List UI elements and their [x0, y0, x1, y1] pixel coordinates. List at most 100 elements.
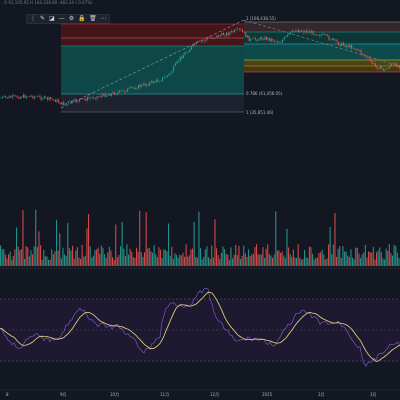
- volume-bar: [27, 247, 29, 266]
- fill-icon[interactable]: ◪: [49, 15, 55, 22]
- volume-bar: [307, 258, 309, 266]
- candle-body: [363, 54, 365, 56]
- candle-body: [45, 96, 47, 98]
- volume-bar: [368, 251, 370, 266]
- volume-bar: [0, 245, 2, 266]
- volume-bar: [358, 253, 360, 266]
- fib-retracement-left[interactable]: 0.786 (41,456.05) 1 (35,851.46): [60, 19, 283, 115]
- volume-bar: [227, 254, 229, 266]
- candle-body: [64, 103, 66, 106]
- volume-bar: [294, 257, 296, 266]
- candle-body: [40, 96, 42, 100]
- volume-bar: [43, 249, 45, 266]
- volume-bar: [73, 258, 75, 266]
- pencil-icon[interactable]: ✎: [40, 15, 46, 22]
- candle-body: [237, 28, 239, 30]
- candle-body: [205, 39, 207, 42]
- volume-bar: [52, 254, 54, 266]
- volume-bar: [174, 253, 176, 266]
- candle-body: [214, 37, 216, 39]
- candle-body: [370, 58, 372, 62]
- more-icon[interactable]: ⋯: [100, 15, 107, 22]
- candle-body: [134, 87, 136, 89]
- volume-bar: [251, 254, 253, 266]
- candle-body: [245, 32, 247, 38]
- candle-body: [397, 65, 399, 67]
- volume-bar: [262, 247, 264, 266]
- volume-bar: [315, 257, 317, 266]
- line-style-icon[interactable]: —: [58, 15, 65, 22]
- volume-bar: [131, 251, 133, 266]
- volume-bar: [320, 252, 322, 266]
- candle-body: [85, 98, 87, 101]
- candle-body: [163, 76, 165, 78]
- volume-bar: [318, 252, 320, 266]
- candle-body: [227, 32, 229, 35]
- volume-bar: [160, 249, 162, 266]
- candle-body: [366, 57, 368, 58]
- rsi-ma-line: [0, 291, 400, 362]
- trash-icon[interactable]: 🗑: [89, 15, 97, 22]
- drag-handle-icon[interactable]: ⋮: [30, 15, 36, 22]
- settings-icon[interactable]: ⚙: [68, 15, 75, 22]
- volume-bar: [273, 254, 275, 266]
- volume-bar: [137, 251, 139, 266]
- candle-body: [235, 29, 237, 30]
- price-candles: [0, 26, 400, 106]
- volume-bar: [200, 248, 202, 266]
- volume-bar: [291, 256, 293, 266]
- volume-bar: [89, 246, 91, 266]
- candle-body: [83, 98, 85, 100]
- candle-body: [216, 35, 218, 38]
- volume-bar: [283, 255, 285, 266]
- candle-body: [229, 32, 231, 35]
- candle-body: [37, 96, 39, 97]
- candle-body: [3, 96, 5, 97]
- candle-body: [213, 37, 215, 39]
- candle-body: [19, 96, 21, 99]
- volume-bar: [91, 257, 93, 266]
- volume-bar: [115, 224, 117, 266]
- volume-bar: [25, 246, 27, 266]
- candle-body: [184, 52, 186, 56]
- candle-body: [58, 99, 60, 103]
- volume-bar: [60, 258, 62, 266]
- volume-bar: [286, 228, 288, 266]
- volume-bar: [19, 250, 21, 266]
- volume-bar: [9, 251, 11, 266]
- volume-bar: [164, 249, 166, 266]
- volume-bar: [148, 247, 150, 266]
- candle-body: [314, 34, 316, 35]
- volume-bar: [153, 245, 155, 266]
- candle-body: [0, 97, 2, 99]
- candle-body: [344, 45, 346, 48]
- candle-body: [70, 100, 72, 103]
- volume-bar: [348, 257, 350, 266]
- volume-bar: [123, 248, 125, 266]
- candle-body: [171, 71, 173, 74]
- volume-bar: [345, 251, 347, 266]
- candle-body: [322, 33, 324, 35]
- candle-body: [48, 97, 50, 100]
- candle-body: [202, 40, 204, 42]
- lock-icon[interactable]: 🔒: [78, 15, 86, 22]
- candle-body: [355, 48, 357, 50]
- candle-body: [123, 90, 125, 92]
- volume-bar: [297, 244, 299, 266]
- candle-body: [29, 95, 31, 97]
- candle-body: [82, 98, 84, 99]
- candle-body: [306, 30, 308, 33]
- volume-bar: [80, 258, 82, 266]
- candle-body: [328, 35, 330, 40]
- volume-bar: [324, 259, 326, 266]
- volume-bar: [100, 245, 102, 266]
- candle-body: [288, 34, 290, 35]
- candle-body: [150, 81, 152, 83]
- candle-body: [42, 99, 44, 100]
- fib-retracement-right[interactable]: 1 (108,438.55): [243, 16, 400, 73]
- candle-body: [254, 37, 256, 40]
- volume-bar: [41, 259, 43, 266]
- candle-body: [13, 95, 15, 96]
- candle-body: [141, 84, 143, 87]
